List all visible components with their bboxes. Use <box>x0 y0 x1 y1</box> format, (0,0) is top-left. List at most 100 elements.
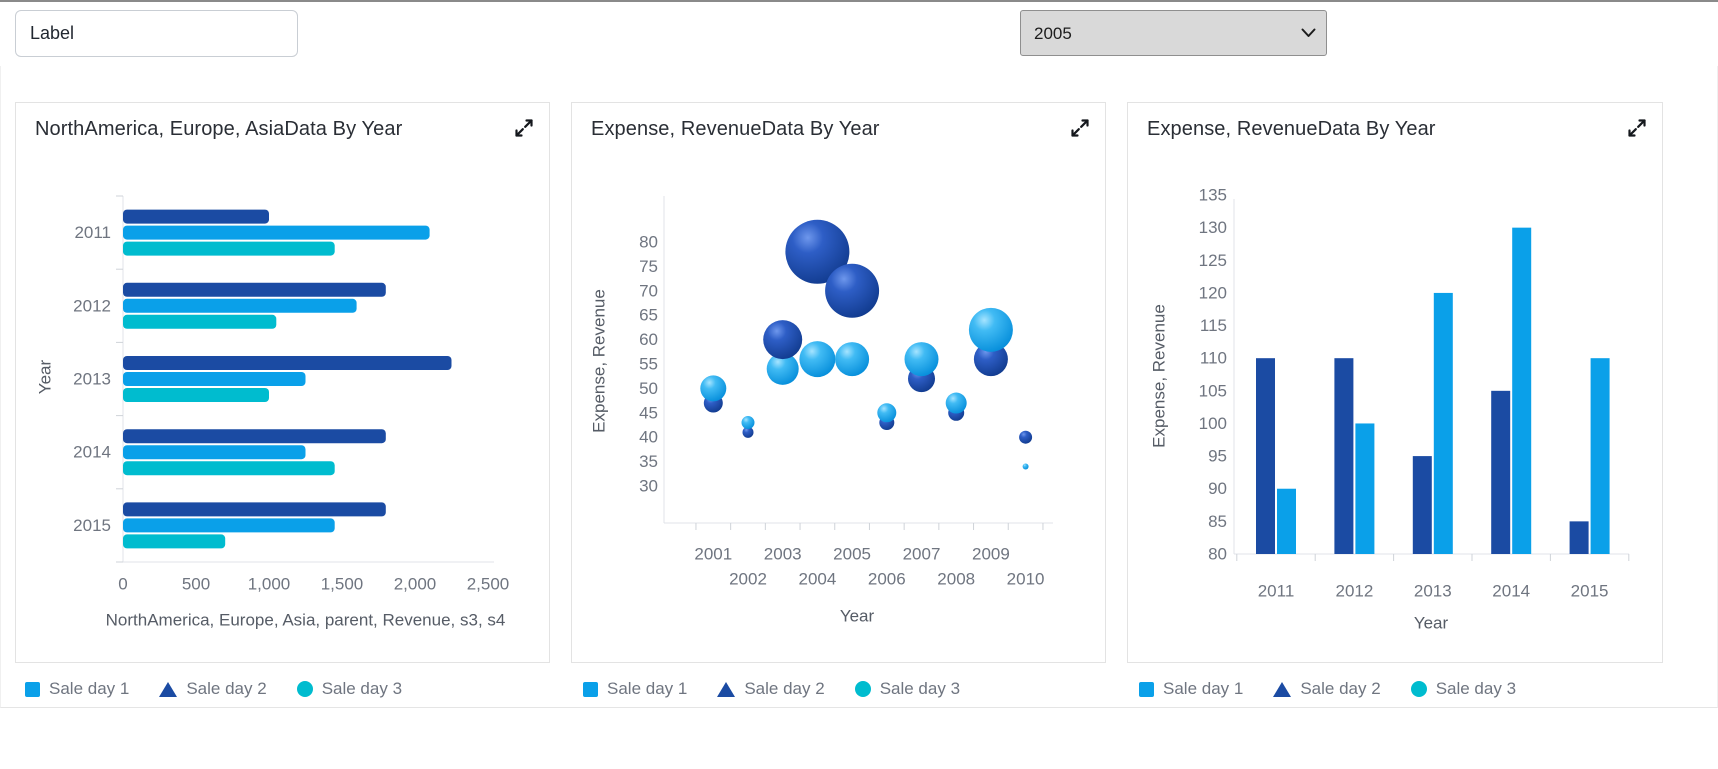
bubble-sale-day-1[interactable] <box>700 375 727 402</box>
legend-item-sale-day-1[interactable]: Sale day 1 <box>1139 679 1243 699</box>
category-label: 2011 <box>1258 582 1295 601</box>
bubble-sale-day-1[interactable] <box>741 416 755 430</box>
bubble-sale-day-1[interactable] <box>835 342 870 377</box>
category-label: 2012 <box>1335 582 1373 601</box>
category-label: 2012 <box>73 296 111 315</box>
bar-sale-day-1[interactable] <box>1355 423 1375 554</box>
bubble-sale-day-2[interactable] <box>825 263 880 318</box>
bubble-sale-day-1[interactable] <box>877 403 897 423</box>
tick-label: 90 <box>1208 479 1227 498</box>
legend-label: Sale day 1 <box>1163 679 1244 698</box>
bubble-sale-day-1[interactable] <box>904 342 939 377</box>
bubble-sale-day-2[interactable] <box>763 320 803 360</box>
x-axis-title: NorthAmerica, Europe, Asia, parent, Reve… <box>106 611 506 630</box>
category-label: 2011 <box>74 223 111 242</box>
legend-item-sale-day-2[interactable]: Sale day 2 <box>717 679 825 699</box>
tick-label: 2006 <box>868 570 906 589</box>
year-select[interactable]: 2005 <box>1020 10 1327 56</box>
bubble-sale-day-1[interactable] <box>799 341 836 378</box>
tick-label: 0 <box>118 575 127 594</box>
column-chart-card: 80 85 90 95 100 105 110 115 120 125 130 135 2011 2012… <box>1127 102 1663 663</box>
circle-marker-icon <box>854 681 871 697</box>
tick-label: 75 <box>639 257 658 276</box>
tick-label: 65 <box>639 306 658 325</box>
tick-label: 2005 <box>833 545 871 564</box>
legend-label: Sale day 2 <box>186 679 267 698</box>
bar-sale-day-1[interactable] <box>1590 358 1610 554</box>
chart-legend: Sale day 1 Sale day 2 Sale day 3 <box>25 674 402 704</box>
bubble-sale-day-1[interactable] <box>968 307 1013 352</box>
bubble-sale-day-1[interactable] <box>766 352 799 385</box>
category-label: 2015 <box>1571 582 1609 601</box>
bar-sale-day-3[interactable] <box>123 388 269 402</box>
legend-label: Sale day 2 <box>744 679 825 698</box>
bubble-sale-day-1[interactable] <box>1022 463 1029 470</box>
bar-sale-day-1[interactable] <box>1277 488 1296 554</box>
expand-icon[interactable] <box>511 115 537 141</box>
bar-sale-day-2[interactable] <box>1491 390 1511 554</box>
legend-item-sale-day-1[interactable]: Sale day 1 <box>25 679 129 699</box>
category-label: 2013 <box>73 370 111 389</box>
bar-sale-day-3[interactable] <box>123 534 226 549</box>
bar-sale-day-3[interactable] <box>123 314 277 329</box>
tick-label: 70 <box>639 281 658 300</box>
legend-item-sale-day-3[interactable]: Sale day 3 <box>296 679 403 699</box>
legend-item-sale-day-2[interactable]: Sale day 2 <box>159 679 267 699</box>
legend-label: Sale day 3 <box>321 679 403 698</box>
legend-item-sale-day-3[interactable]: Sale day 3 <box>1410 679 1517 699</box>
bar-sale-day-1[interactable] <box>1433 292 1453 554</box>
tick-label: 130 <box>1199 218 1227 237</box>
legend-item-sale-day-1[interactable]: Sale day 1 <box>583 679 687 699</box>
bar-sale-day-3[interactable] <box>123 241 335 256</box>
bar-sale-day-2[interactable] <box>1569 521 1589 554</box>
horizontal-bar-chart-card: 2011 2012 2013 2014 2015 0 500 1,000 1,500 2,000 2… <box>15 102 550 663</box>
triangle-marker-icon <box>1273 681 1292 697</box>
y-axis-title: Expense, Revenue <box>590 289 609 433</box>
bar-sale-day-2[interactable] <box>123 209 269 224</box>
y-axis-title: Year <box>36 359 55 394</box>
category-label: 2013 <box>1414 582 1452 601</box>
legend-label: Sale day 3 <box>1435 679 1517 698</box>
bar-sale-day-3[interactable] <box>123 461 335 476</box>
bubble-sale-day-2[interactable] <box>1019 430 1033 444</box>
tick-label: 45 <box>639 403 658 422</box>
bar-sale-day-1[interactable] <box>123 298 357 313</box>
tick-label: 40 <box>639 428 658 447</box>
tick-label: 2003 <box>764 545 802 564</box>
bubble-sale-day-2[interactable] <box>785 219 850 284</box>
bar-sale-day-1[interactable] <box>1512 227 1532 554</box>
horizontal-bar-chart: 2011 2012 2013 2014 2015 0 500 1,000 1,500 2,000 2… <box>36 195 509 630</box>
expand-icon[interactable] <box>1624 115 1650 141</box>
bar-sale-day-1[interactable] <box>123 518 335 533</box>
legend-label: Sale day 3 <box>879 679 961 698</box>
legend-item-sale-day-3[interactable]: Sale day 3 <box>854 679 961 699</box>
triangle-marker-icon <box>717 681 736 697</box>
legend-item-sale-day-2[interactable]: Sale day 2 <box>1273 679 1381 699</box>
tick-label: 2007 <box>903 545 941 564</box>
bubble-sale-day-2[interactable] <box>973 342 1008 377</box>
bar-sale-day-2[interactable] <box>123 502 386 517</box>
tick-label: 100 <box>1199 414 1227 433</box>
bar-sale-day-2[interactable] <box>1334 358 1354 554</box>
tick-label: 2004 <box>798 570 836 589</box>
bar-sale-day-2[interactable] <box>123 429 386 444</box>
bubble-sale-day-2[interactable] <box>742 426 754 438</box>
bar-sale-day-2[interactable] <box>123 282 386 297</box>
bar-sale-day-2[interactable] <box>1256 358 1275 554</box>
tick-label: 1,500 <box>321 575 364 594</box>
tick-label: 125 <box>1199 251 1227 270</box>
label-input[interactable] <box>15 10 298 57</box>
bubble-sale-day-1[interactable] <box>945 392 967 414</box>
chart-legend: Sale day 1 Sale day 2 Sale day 3 <box>583 674 960 704</box>
bar-sale-day-2[interactable] <box>1412 456 1432 554</box>
bar-sale-day-1[interactable] <box>123 372 306 386</box>
expand-icon[interactable] <box>1067 115 1093 141</box>
tick-label: 35 <box>639 452 658 471</box>
bar-sale-day-2[interactable] <box>123 356 452 370</box>
tick-label: 2010 <box>1007 570 1045 589</box>
chart-title: Expense, RevenueData By Year <box>591 118 880 140</box>
tick-label: 80 <box>639 233 658 252</box>
bar-sale-day-1[interactable] <box>123 225 430 240</box>
chart-title: NorthAmerica, Europe, AsiaData By Year <box>35 118 403 140</box>
bar-sale-day-1[interactable] <box>123 445 306 460</box>
